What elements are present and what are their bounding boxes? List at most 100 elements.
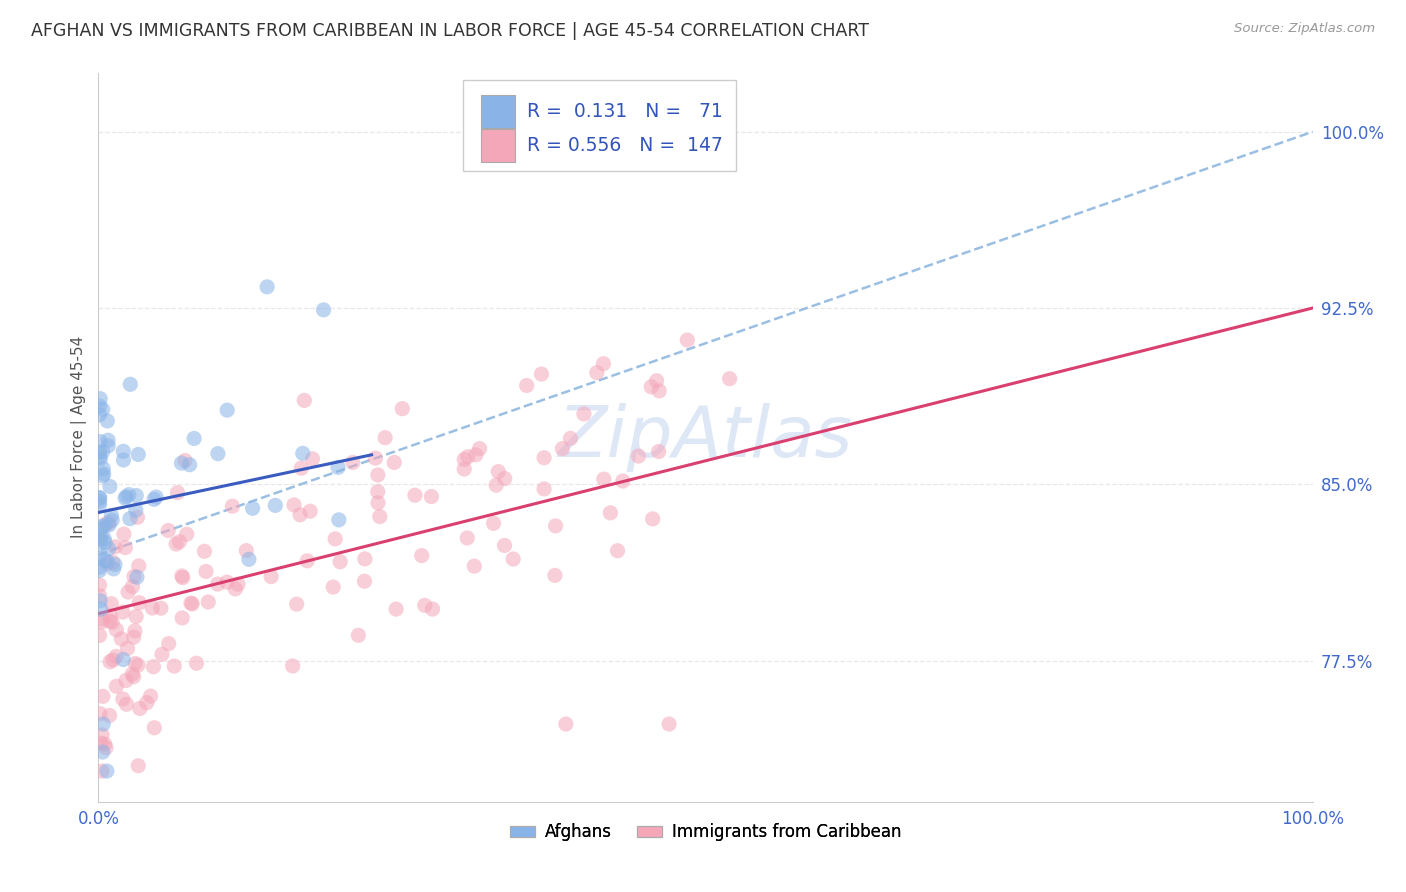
Point [89,532,111,546]
Point [172,611,194,625]
Point [186,656,208,670]
Point [163,659,186,673]
Point [89,532,111,546]
Point [94,553,117,567]
Point [98,708,121,723]
Point [180,596,202,610]
Point [97,434,120,448]
Point [420,490,443,504]
Point [283,498,305,512]
Point [260,569,283,583]
Point [157,637,180,651]
Point [157,524,180,538]
Point [91,615,114,629]
Point [301,451,323,466]
Point [124,624,146,638]
Point [96,554,118,568]
Text: AFGHAN VS IMMIGRANTS FROM CARIBBEAN IN LABOR FORCE | AGE 45-54 CORRELATION CHART: AFGHAN VS IMMIGRANTS FROM CARIBBEAN IN L… [31,22,869,40]
Point [224,582,246,596]
Point [89,399,111,413]
Point [101,555,124,569]
Point [382,455,405,469]
Point [299,504,322,518]
Point [242,501,264,516]
Point [94,535,117,549]
Point [291,446,314,460]
Point [97,541,120,556]
Point [125,570,148,584]
Point [93,532,115,546]
Point [551,442,574,456]
Point [328,513,350,527]
Point [127,758,149,772]
Point [89,434,111,449]
Point [411,549,433,563]
Point [115,490,138,504]
Point [115,698,138,712]
Point [94,740,117,755]
Point [89,450,111,464]
Point [90,530,112,544]
Point [96,557,118,571]
Point [463,559,485,574]
Point [364,451,387,466]
Point [676,333,699,347]
Point [516,378,538,392]
Text: R =  0.131   N =   71: R = 0.131 N = 71 [527,102,723,121]
Point [100,508,122,523]
Point [718,372,741,386]
Point [89,451,111,466]
Point [385,602,408,616]
Point [98,479,121,493]
Text: R = 0.556   N =  147: R = 0.556 N = 147 [527,136,723,155]
Point [118,511,141,525]
Point [97,439,120,453]
Point [124,657,146,671]
Point [502,552,524,566]
Point [114,541,136,555]
Point [91,717,114,731]
Y-axis label: In Labor Force | Age 45-54: In Labor Force | Age 45-54 [72,336,87,539]
Point [453,462,475,476]
Point [143,492,166,507]
Point [105,679,128,693]
Point [197,595,219,609]
Point [367,467,389,482]
Point [104,558,127,572]
Point [104,540,127,554]
Point [89,560,111,574]
Point [226,577,249,591]
Point [128,701,150,715]
Point [599,506,621,520]
Point [627,449,650,463]
Point [89,589,111,603]
Point [127,447,149,461]
Point [111,692,134,706]
Point [322,580,344,594]
Point [457,450,479,464]
Point [103,562,125,576]
Point [127,658,149,673]
Point [91,402,114,417]
Point [530,367,553,381]
FancyBboxPatch shape [463,80,735,171]
Point [221,499,243,513]
Point [347,628,370,642]
Point [118,488,141,502]
Point [141,601,163,615]
Point [554,717,576,731]
Point [89,522,111,536]
Point [170,456,193,470]
Point [125,503,148,517]
Point [290,461,312,475]
Point [391,401,413,416]
Point [641,512,664,526]
Point [592,357,614,371]
Point [121,580,143,594]
Point [89,494,111,508]
Point [122,630,145,644]
Point [89,445,111,459]
Point [367,484,389,499]
Point [606,543,628,558]
Point [166,485,188,500]
